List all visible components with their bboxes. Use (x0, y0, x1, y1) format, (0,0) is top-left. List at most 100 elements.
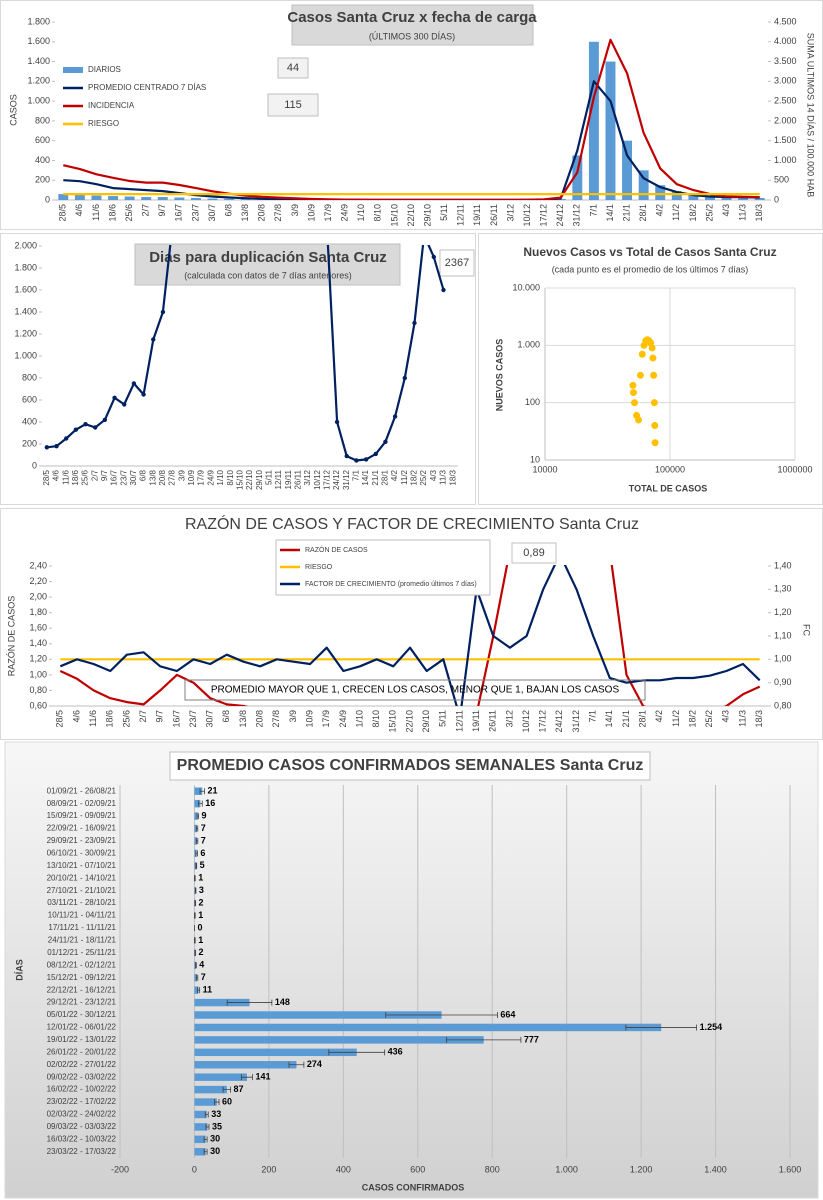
x-tick-label: 13/8 (240, 204, 250, 222)
x-tick-label: 3/9 (177, 469, 186, 481)
annotation: PROMEDIO MAYOR QUE 1, CRECEN LOS CASOS, … (211, 685, 620, 696)
x-axis-title: TOTAL DE CASOS (629, 483, 708, 493)
error-bar (194, 887, 197, 894)
annotation-box (511, 542, 557, 564)
x-tick-label: 18/3 (448, 469, 457, 485)
x-tick-label: 25/2 (419, 469, 428, 485)
x-tick-label: 25/2 (704, 204, 714, 222)
y2-tick-label: 3.000 (774, 76, 797, 86)
x-tick-label: 10/12 (521, 710, 531, 733)
y-tick-label: 2.000 (14, 240, 37, 250)
bar (721, 197, 732, 200)
data-label: 2 (199, 947, 204, 957)
y-tick-label: 23/03/22 - 17/03/22 (47, 1147, 117, 1156)
marker (54, 444, 59, 449)
x-tick-label: 28/5 (42, 469, 51, 485)
x-tick-label: 8/10 (226, 469, 235, 485)
point (629, 381, 637, 389)
bar (194, 799, 201, 808)
y-tick-label: 0 (45, 194, 50, 204)
bar (194, 1073, 247, 1081)
x-tick-label: 24/12 (555, 204, 565, 227)
y-tick-label: 16/02/22 - 10/02/22 (47, 1085, 117, 1094)
marker (93, 425, 98, 430)
bar (194, 1135, 206, 1144)
bar (754, 198, 765, 200)
error-bar (199, 788, 205, 795)
y-tick-label: 24/11/21 - 18/11/21 (48, 936, 117, 945)
bar (194, 1061, 297, 1069)
x-tick-label: 29/10 (422, 204, 432, 227)
x-tick-label: 25/6 (81, 469, 90, 485)
x-tick-label: 8/10 (371, 710, 381, 728)
marker (441, 287, 446, 293)
x-tick-label: 24/12 (332, 469, 341, 490)
y-tick-label: 19/01/22 - 13/01/22 (47, 1035, 117, 1044)
data-label: 11 (203, 985, 213, 995)
error-bar (385, 1012, 498, 1019)
annotation: 2367 (445, 257, 469, 269)
data-label: 1 (198, 910, 203, 920)
marker (363, 457, 369, 462)
x-tick-label: 10/9 (304, 710, 314, 728)
x-tick-label: 13/8 (238, 710, 248, 728)
y-tick-label: 26/01/22 - 20/01/22 (47, 1047, 117, 1056)
error-bar (198, 800, 203, 807)
chart-subtitle: (ÚLTIMOS 300 DÍAS) (369, 31, 455, 41)
x-tick-label: 4/2 (655, 204, 665, 217)
data-label: 1.254 (700, 1022, 723, 1032)
y-tick-label: 600 (22, 394, 37, 404)
y-tick-label: 2,20 (29, 576, 47, 586)
x-tick-label: 15/10 (388, 710, 398, 733)
data-label: 141 (256, 1072, 271, 1082)
y-tick-label: 10 (530, 454, 540, 464)
x-tick-label: 21/1 (621, 204, 631, 222)
y-tick-label: 03/11/21 - 28/10/21 (47, 898, 116, 907)
error-bar (194, 875, 196, 882)
error-bar (288, 1061, 305, 1068)
x-tick-label: 28/5 (55, 710, 65, 728)
x-tick-label: 3/12 (505, 204, 515, 222)
x-tick-label: 2/7 (90, 469, 99, 481)
data-label: 5 (200, 860, 205, 870)
x-tick-label: 9/7 (157, 204, 167, 217)
data-label: 33 (211, 1109, 221, 1119)
error-bar (195, 862, 198, 869)
error-bar (226, 999, 273, 1006)
x-tick-label: 8/10 (373, 204, 383, 222)
bar (194, 986, 199, 994)
x-tick-label: 31/12 (572, 204, 582, 227)
x-tick-label: 23/7 (188, 710, 198, 728)
x-tick-label: 16/7 (171, 710, 181, 728)
point (638, 350, 646, 358)
x-tick-label: 3/12 (303, 469, 312, 485)
x-tick-label: 18/6 (105, 710, 115, 728)
bar (588, 41, 599, 200)
bar (224, 198, 235, 200)
x-tick-label: 30/7 (205, 710, 215, 728)
legend-label: RIESGO (305, 564, 333, 571)
marker (431, 254, 437, 260)
x-tick-label: 1.600 (779, 1164, 802, 1174)
error-bar (214, 1099, 220, 1106)
bar (738, 197, 749, 200)
x-tick-label: 100000 (655, 464, 685, 474)
x-tick-label: 4/3 (721, 204, 731, 217)
bar (194, 862, 197, 870)
y-tick-label: 1.200 (27, 76, 50, 86)
x-tick-label: 11/6 (88, 710, 98, 727)
x-tick-label: 400 (336, 1164, 351, 1174)
bar (194, 998, 250, 1007)
x-tick-label: 22/10 (406, 204, 416, 227)
bar (688, 195, 699, 200)
bar (194, 1148, 206, 1156)
x-tick-label: 11/6 (91, 204, 101, 221)
y-tick-label: 0,80 (29, 685, 47, 695)
y-tick-label: 02/03/22 - 24/02/22 (47, 1110, 117, 1119)
x-tick-label: 4/2 (654, 710, 664, 723)
y-tick-label: 22/09/21 - 16/09/21 (47, 824, 117, 833)
x-tick-label: 29/10 (421, 710, 431, 733)
error-bar (194, 949, 196, 956)
error-bar (203, 1136, 208, 1143)
error-bar (328, 1049, 386, 1056)
